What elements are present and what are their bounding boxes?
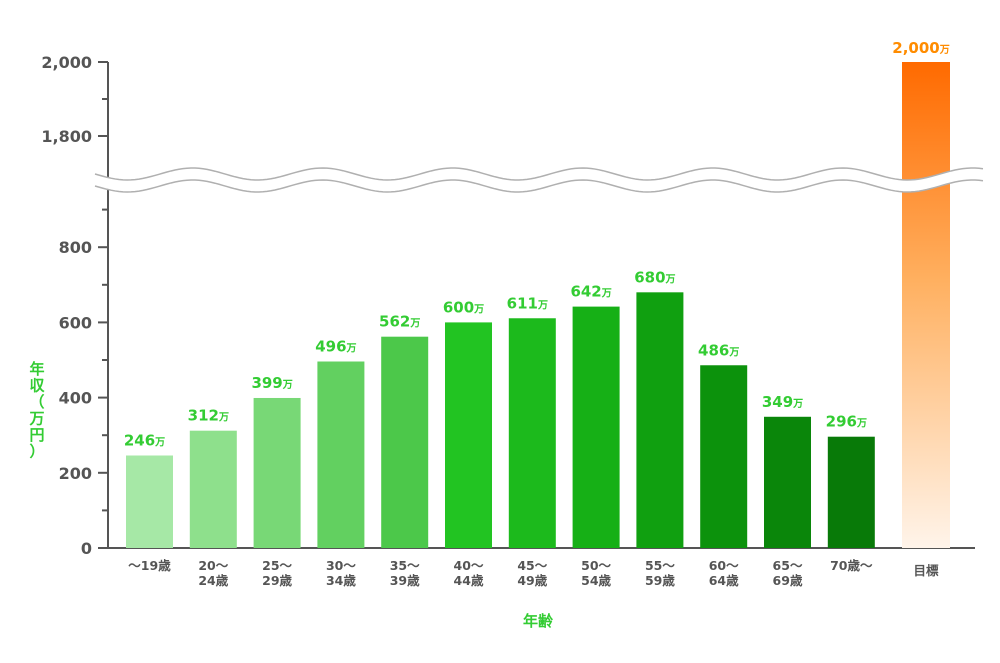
- labels: 年収（万円） 246万 ～19歳 312万 20～24歳 399万 25～29歳 496万 30…: [28, 39, 949, 630]
- target-category-label: 目標: [913, 563, 939, 578]
- bar: [827, 436, 875, 548]
- y-axis-title-char: 収: [29, 377, 45, 395]
- bar: [572, 306, 620, 548]
- axis-break-band: [95, 168, 985, 192]
- bar: [445, 322, 492, 548]
- bar: [636, 292, 684, 548]
- x-category-label: 44歳: [454, 573, 484, 588]
- bar: [189, 430, 237, 548]
- bars: [126, 62, 950, 548]
- x-category-label: 24歳: [198, 573, 228, 588]
- bar-value-label: 611万: [507, 294, 548, 312]
- y-axis-title-char: 万: [28, 410, 44, 428]
- target-bar: [902, 62, 950, 548]
- y-tick-label: 0: [81, 539, 92, 558]
- y-axis-title-char: 円: [29, 426, 44, 444]
- x-category-label: 45～: [517, 558, 547, 573]
- bar: [253, 397, 301, 548]
- x-category-label: 35～: [390, 558, 420, 573]
- y-tick-label: 400: [59, 389, 92, 408]
- y-axis-title-char: ）: [29, 443, 44, 461]
- x-category-label: 70歳～: [830, 558, 873, 573]
- bar-value-label: 312万: [188, 407, 229, 425]
- y-axis-title-char: 年: [29, 360, 44, 378]
- bar-value-label: 562万: [379, 313, 420, 331]
- bar: [381, 336, 429, 548]
- y-axis: 0 200 400 600 800 1,800 2,000: [41, 53, 975, 558]
- y-axis-title-char: （: [29, 393, 44, 411]
- bar: [764, 416, 811, 548]
- x-category-label: 54歳: [581, 573, 611, 588]
- x-category-label: 40～: [454, 558, 484, 573]
- y-tick-label: 200: [59, 464, 92, 483]
- target-value-label: 2,000万: [892, 39, 949, 57]
- x-category-label: 69歳: [773, 573, 803, 588]
- axis-break: [94, 167, 985, 193]
- x-category-label: 39歳: [390, 573, 420, 588]
- bar: [700, 365, 748, 548]
- y-tick-label: 2,000: [41, 53, 92, 72]
- bar-value-label: 496万: [315, 338, 356, 356]
- x-category-label: 60～: [709, 558, 739, 573]
- x-category-label: 55～: [645, 558, 675, 573]
- x-category-label: 30～: [326, 558, 356, 573]
- x-category-label: 49歳: [517, 573, 547, 588]
- x-category-label: 64歳: [709, 573, 739, 588]
- bar-value-label: 246万: [124, 432, 165, 450]
- bar-value-label: 642万: [570, 283, 611, 301]
- x-axis-title: 年齢: [523, 612, 554, 630]
- axis-break-line: [94, 167, 984, 181]
- bar-value-label: 349万: [762, 393, 803, 411]
- axis-break-line: [94, 179, 984, 193]
- bar: [508, 318, 556, 548]
- x-category-label: 50～: [581, 558, 611, 573]
- y-tick-label: 800: [59, 238, 92, 257]
- x-category-label: 59歳: [645, 573, 675, 588]
- y-tick-label: 1,800: [41, 127, 92, 146]
- bar-value-label: 486万: [698, 341, 739, 359]
- x-category-label: 20～: [198, 558, 228, 573]
- x-category-label: 65～: [773, 558, 803, 573]
- x-category-label: 34歳: [326, 573, 356, 588]
- bar-value-label: 399万: [251, 374, 292, 392]
- bar-value-label: 680万: [634, 268, 675, 286]
- bar-value-label: 600万: [443, 298, 484, 316]
- x-category-label: 29歳: [262, 573, 292, 588]
- bar: [317, 361, 365, 548]
- x-category-label: 25～: [262, 558, 292, 573]
- bar: [126, 455, 173, 548]
- y-tick-label: 600: [59, 313, 92, 332]
- bar-value-label: 296万: [826, 413, 867, 431]
- x-category-label: ～19歳: [128, 558, 171, 573]
